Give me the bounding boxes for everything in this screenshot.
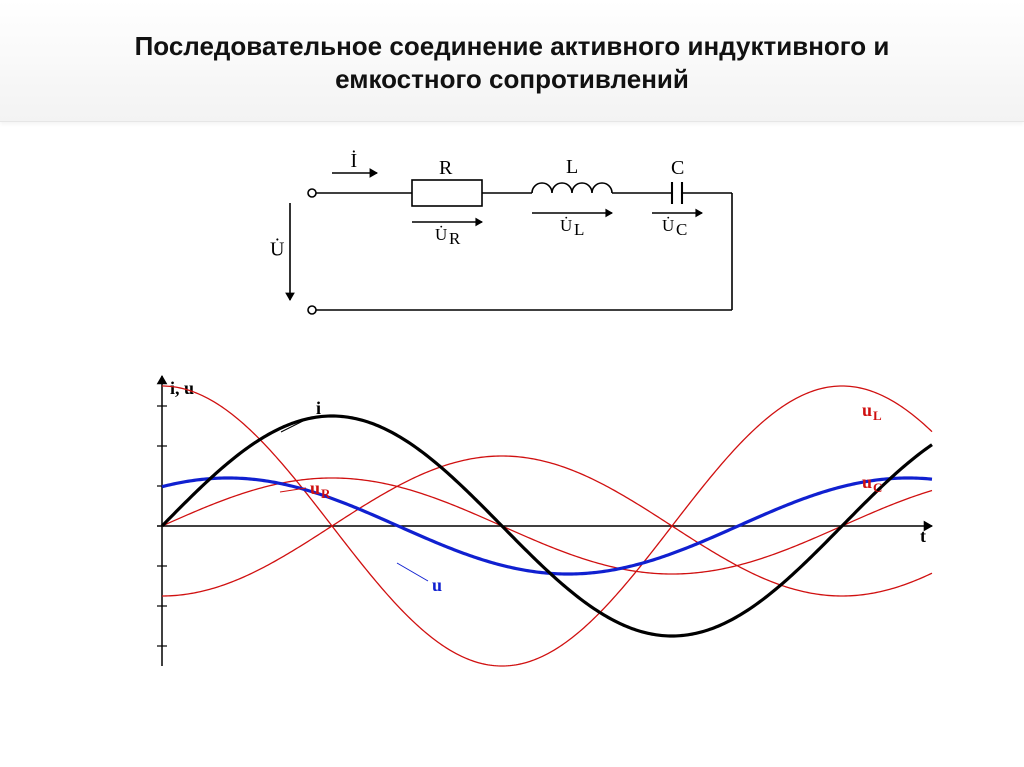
svg-text:U̇: U̇ (560, 216, 572, 235)
title-band: Последовательное соединение активного ин… (0, 0, 1024, 122)
svg-text:U̇: U̇ (270, 237, 285, 261)
svg-text:R: R (321, 486, 331, 501)
circuit-diagram: İRU̇RLU̇LCU̇CU̇ (0, 140, 1024, 340)
svg-text:u: u (310, 478, 320, 498)
svg-text:u: u (862, 400, 872, 420)
page-title: Последовательное соединение активного ин… (0, 30, 1024, 95)
svg-text:L: L (873, 408, 882, 423)
svg-text:İ: İ (351, 149, 358, 172)
svg-text:L: L (574, 220, 584, 239)
svg-text:U̇: U̇ (662, 216, 674, 235)
svg-text:u: u (432, 575, 442, 595)
svg-text:L: L (566, 156, 578, 178)
svg-text:R: R (439, 157, 453, 179)
svg-text:R: R (449, 229, 461, 248)
graph-svg: i, utiuuRuLuC (72, 356, 952, 676)
svg-text:u: u (862, 472, 872, 492)
svg-text:U̇: U̇ (435, 225, 447, 244)
svg-text:C: C (676, 220, 687, 239)
title-line1: Последовательное соединение активного ин… (135, 31, 890, 61)
svg-text:t: t (920, 526, 926, 546)
svg-text:i: i (316, 398, 321, 418)
svg-text:C: C (873, 480, 882, 495)
circuit-svg: İRU̇RLU̇LCU̇CU̇ (252, 140, 772, 340)
svg-text:C: C (671, 157, 684, 179)
waveform-graph: i, utiuuRuLuC (0, 356, 1024, 676)
title-line2: емкостного сопротивлений (335, 64, 689, 94)
